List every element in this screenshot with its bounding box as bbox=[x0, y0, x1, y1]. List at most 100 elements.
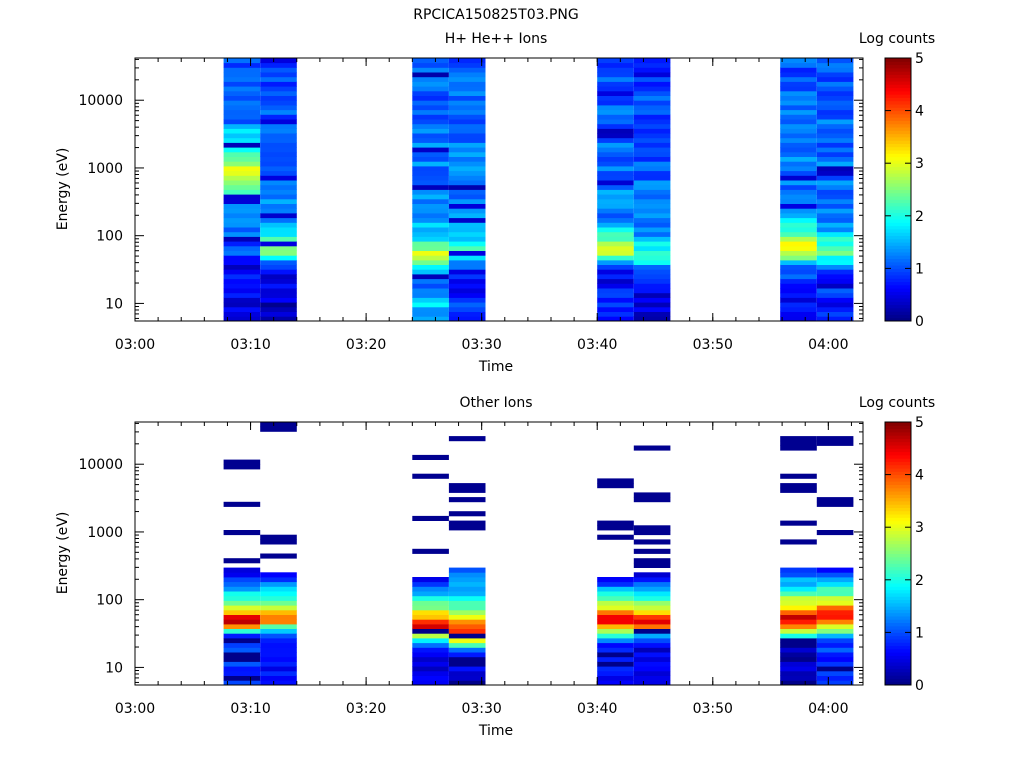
spectrogram-cell bbox=[412, 123, 449, 129]
spectrogram-cell bbox=[260, 577, 297, 583]
spectrogram-cell bbox=[412, 114, 449, 120]
colorbar-segment bbox=[885, 484, 911, 489]
spectrogram-cell bbox=[260, 614, 297, 620]
spectrogram-cell bbox=[223, 600, 261, 606]
spectrogram-cell bbox=[597, 670, 634, 676]
spectrogram-cell bbox=[260, 90, 297, 96]
spectrogram-cell bbox=[597, 203, 634, 209]
colorbar-segment bbox=[885, 153, 911, 158]
spectrogram-cell bbox=[816, 642, 854, 648]
spectrogram-cell bbox=[412, 619, 449, 625]
spectrogram-cell bbox=[816, 245, 854, 251]
spectrogram-cell bbox=[223, 123, 261, 129]
spectrogram-cell bbox=[597, 67, 634, 73]
spectrogram-cell bbox=[448, 133, 486, 139]
spectrogram-cell bbox=[412, 652, 449, 658]
spectrogram-cell bbox=[412, 194, 449, 200]
spectrogram-cell bbox=[816, 292, 854, 298]
spectrogram-cell bbox=[780, 250, 817, 256]
spectrogram-cell bbox=[780, 142, 817, 148]
spectrogram-cell bbox=[633, 638, 671, 644]
spectrogram-cell bbox=[633, 605, 671, 611]
spectrogram-cell bbox=[448, 292, 486, 298]
colorbar-segment bbox=[885, 474, 911, 479]
colorbar-segment bbox=[885, 540, 911, 545]
spectrogram-cell bbox=[412, 670, 449, 676]
spectrogram-cell bbox=[633, 445, 671, 451]
spectrogram-cell bbox=[448, 166, 486, 172]
spectrogram-cell bbox=[780, 184, 817, 190]
spectrogram-cell bbox=[816, 203, 854, 209]
spectrogram-cell bbox=[780, 90, 817, 96]
spectrogram-cell bbox=[780, 440, 817, 446]
spectrogram-cell bbox=[448, 156, 486, 162]
spectrogram-block bbox=[448, 58, 486, 322]
spectrogram-cell bbox=[780, 628, 817, 634]
spectrogram-cell bbox=[223, 189, 261, 195]
spectrogram-cell bbox=[816, 156, 854, 162]
spectrogram-cell bbox=[223, 572, 261, 578]
spectrogram-cell bbox=[633, 302, 671, 308]
spectrogram-cell bbox=[633, 236, 671, 242]
spectrogram-cell bbox=[412, 175, 449, 181]
panel-1-spectrogram bbox=[223, 58, 854, 322]
spectrogram-cell bbox=[816, 137, 854, 143]
spectrogram-cell bbox=[412, 614, 449, 620]
colorbar-segment bbox=[885, 579, 911, 584]
spectrogram-cell bbox=[597, 86, 634, 92]
spectrogram-cell bbox=[412, 62, 449, 68]
colorbar-segment bbox=[885, 238, 911, 243]
x-tick-label: 04:00 bbox=[808, 337, 848, 353]
spectrogram-cell bbox=[260, 595, 297, 601]
colorbar-segment bbox=[885, 278, 911, 283]
spectrogram-cell bbox=[633, 283, 671, 289]
spectrogram-cell bbox=[223, 114, 261, 120]
spectrogram-cell bbox=[412, 156, 449, 162]
spectrogram-cell bbox=[816, 175, 854, 181]
spectrogram-cell bbox=[633, 558, 671, 564]
spectrogram-cell bbox=[260, 231, 297, 237]
colorbar-segment bbox=[885, 435, 911, 439]
spectrogram-cell bbox=[448, 288, 486, 294]
spectrogram-cell bbox=[633, 666, 671, 672]
colorbar-segment bbox=[885, 268, 911, 273]
colorbar-segment bbox=[885, 120, 911, 125]
spectrogram-cell bbox=[633, 623, 671, 629]
colorbar-tick-label: 5 bbox=[915, 415, 924, 431]
spectrogram-cell bbox=[597, 292, 634, 298]
spectrogram-cell bbox=[633, 58, 671, 64]
colorbar-segment bbox=[885, 245, 911, 250]
spectrogram-cell bbox=[448, 591, 486, 597]
colorbar-segment bbox=[885, 219, 911, 223]
spectrogram-cell bbox=[260, 638, 297, 644]
spectrogram-cell bbox=[223, 259, 261, 265]
colorbar-segment bbox=[885, 464, 911, 469]
colorbar-segment bbox=[885, 642, 911, 647]
spectrogram-cell bbox=[260, 203, 297, 209]
spectrogram-cell bbox=[223, 76, 261, 82]
colorbar-segment bbox=[885, 497, 911, 502]
spectrogram-cell bbox=[448, 151, 486, 157]
colorbar-segment bbox=[885, 454, 911, 459]
spectrogram-cell bbox=[448, 633, 486, 639]
spectrogram-cell bbox=[448, 255, 486, 261]
colorbar-segment bbox=[885, 159, 911, 164]
spectrogram-block bbox=[412, 454, 449, 686]
colorbar-segment bbox=[885, 487, 911, 492]
y-tick-label: 1000 bbox=[87, 161, 123, 177]
colorbar-tick-label: 2 bbox=[915, 209, 924, 225]
colorbar-segment bbox=[885, 461, 911, 466]
spectrogram-cell bbox=[597, 633, 634, 639]
spectrogram-cell bbox=[412, 105, 449, 111]
colorbar-tick-label: 2 bbox=[915, 573, 924, 589]
spectrogram-cell bbox=[412, 236, 449, 242]
colorbar-segment bbox=[885, 288, 911, 292]
spectrogram-cell bbox=[223, 619, 261, 625]
colorbar-segment bbox=[885, 58, 911, 62]
spectrogram-cell bbox=[816, 311, 854, 317]
colorbar-segment bbox=[885, 281, 911, 286]
spectrogram-cell bbox=[816, 95, 854, 101]
spectrogram-cell bbox=[780, 105, 817, 111]
spectrogram-cell bbox=[816, 530, 854, 536]
spectrogram-cell bbox=[816, 501, 854, 507]
